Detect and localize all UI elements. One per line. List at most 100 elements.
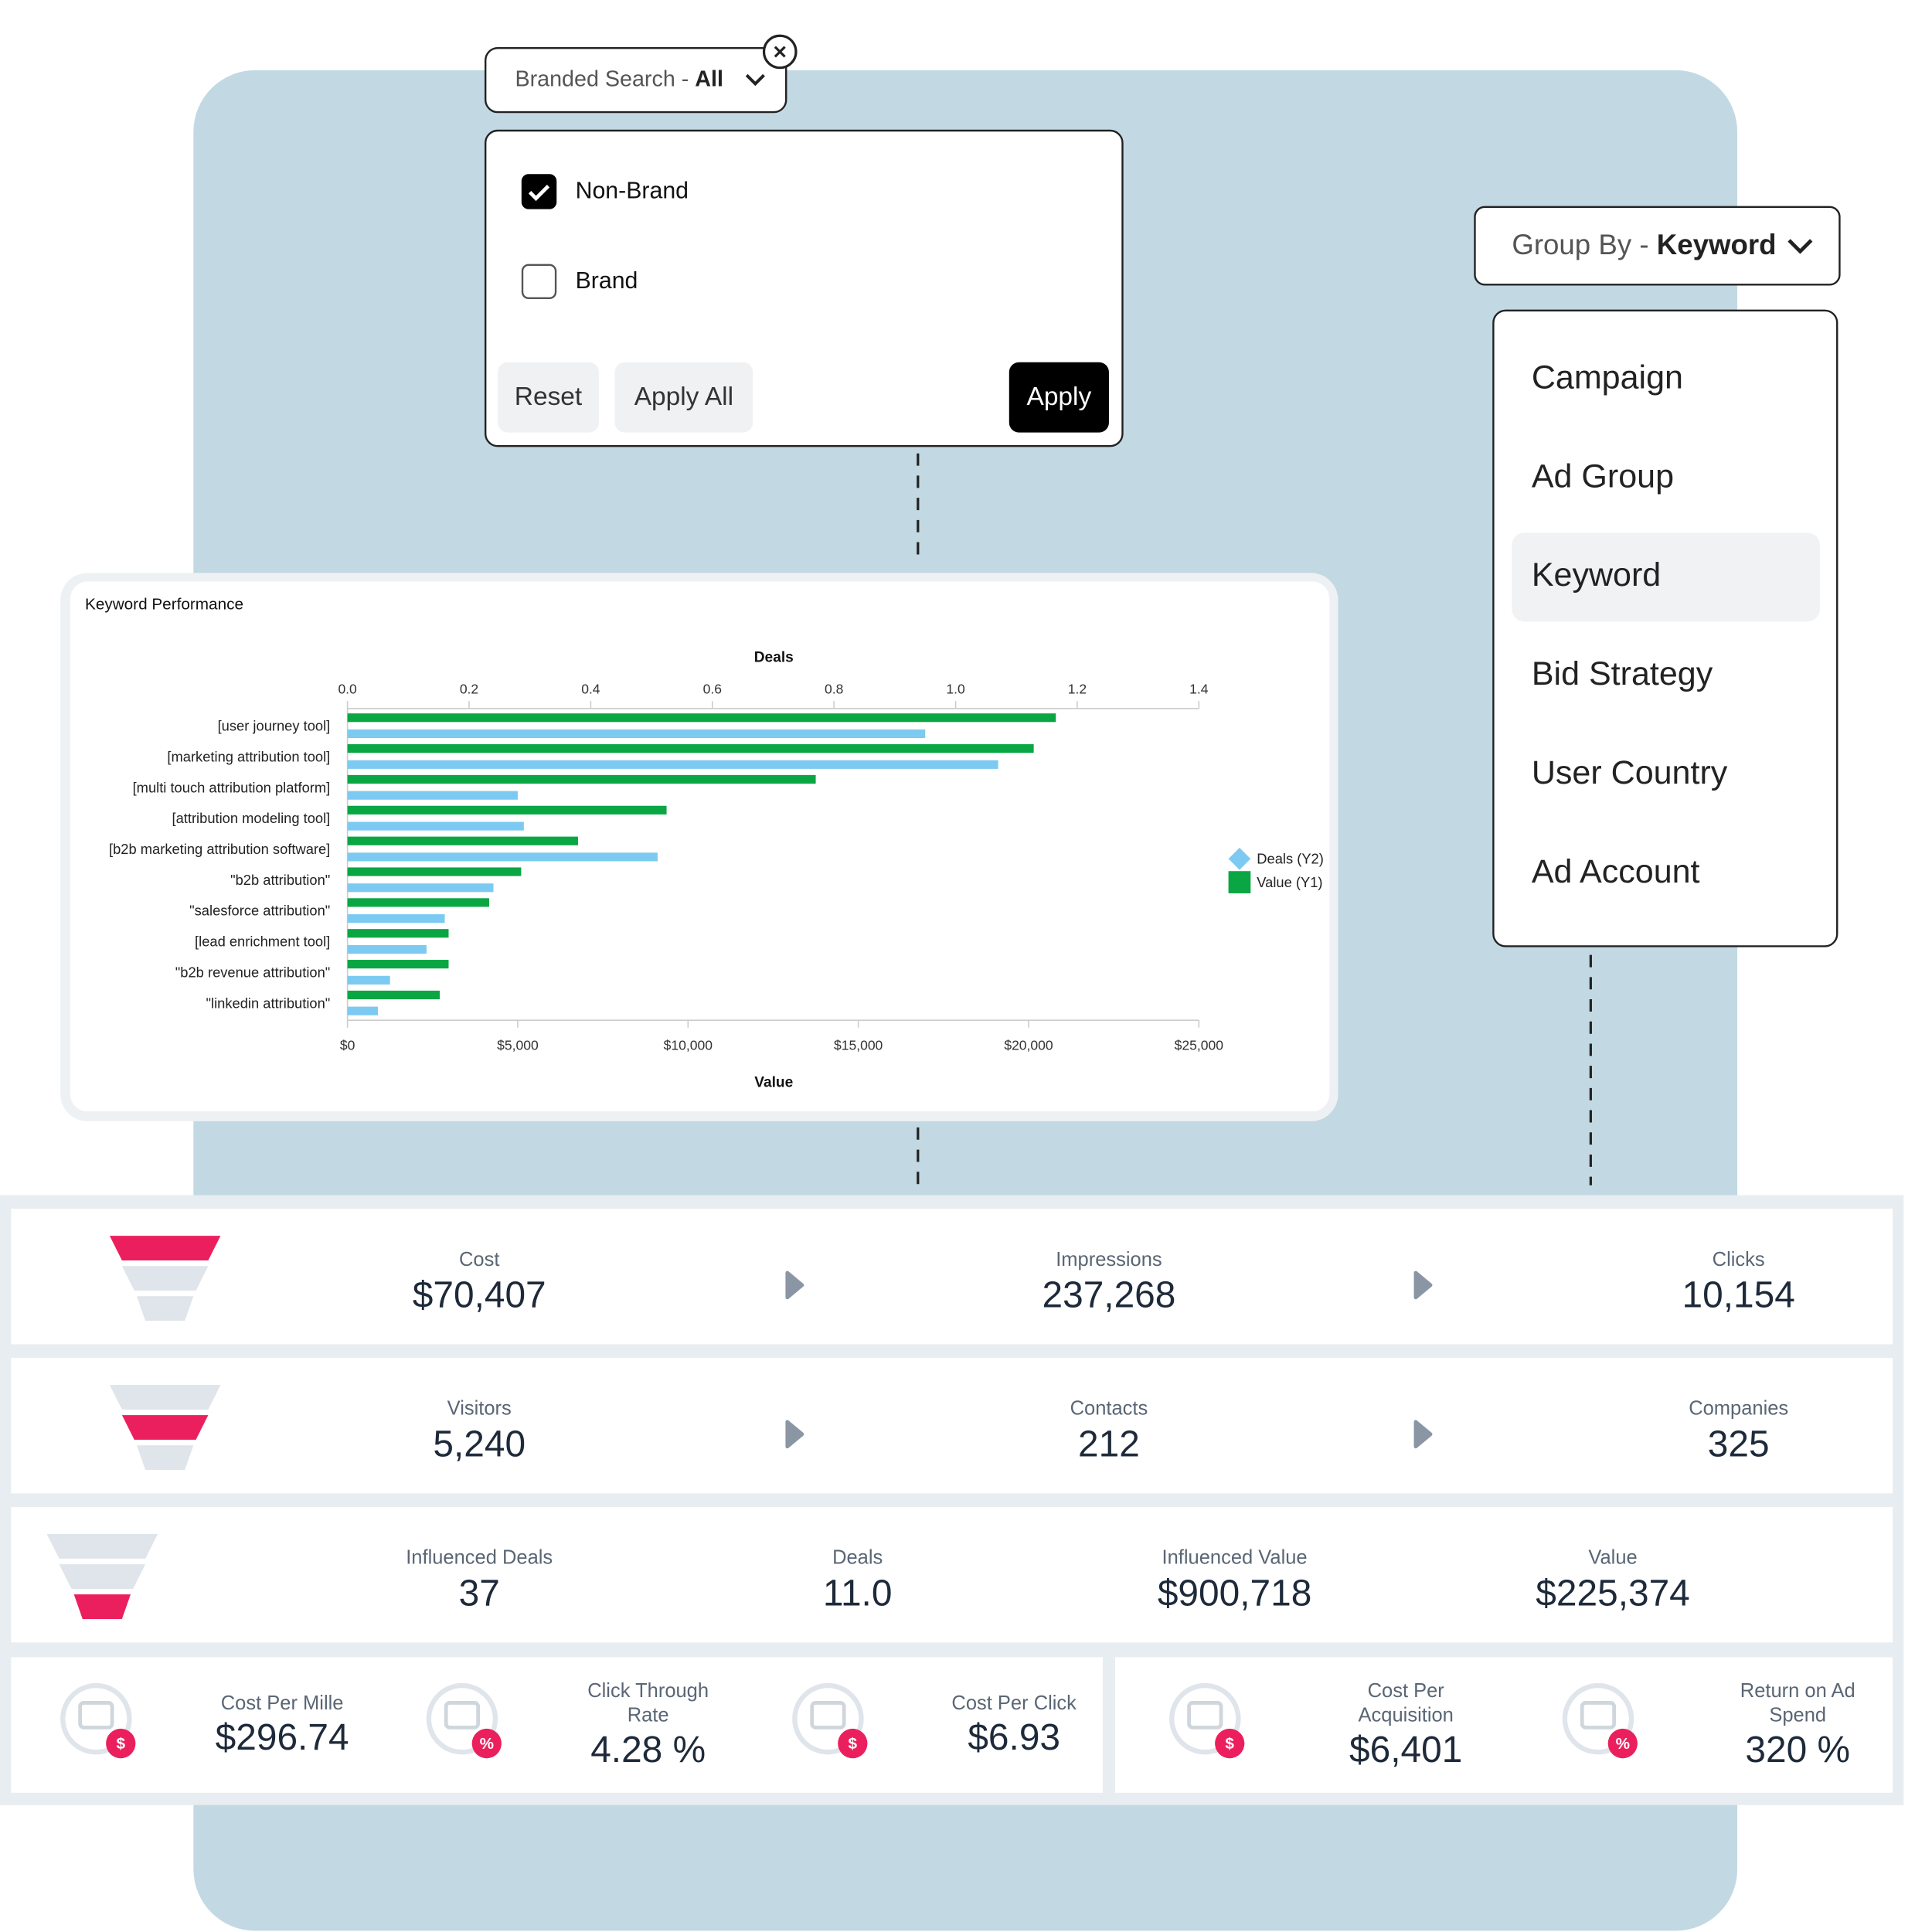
x-tick-label: $25,000 <box>1175 1037 1224 1053</box>
bar <box>347 1006 378 1015</box>
y-tick-label: "salesforce attribution" <box>189 903 330 919</box>
y-tick-label: [multi touch attribution platform] <box>133 779 331 795</box>
dropdown-value: Keyword <box>1657 229 1777 260</box>
menu-item[interactable]: Ad Account <box>1532 853 1700 890</box>
group-by-dropdown[interactable]: Group By - Keyword <box>1474 206 1841 286</box>
bar <box>347 713 1056 723</box>
bar <box>347 774 816 784</box>
button-label: Apply All <box>634 383 733 411</box>
ratio-box <box>1114 1657 1893 1793</box>
dropdown-value: All <box>695 66 723 91</box>
metric-value: 237,268 <box>1043 1275 1176 1316</box>
metric-value: 10,154 <box>1682 1275 1795 1316</box>
svg-text:Group By - Keyword: Group By - Keyword <box>1512 229 1776 260</box>
ratio-box <box>11 1657 1103 1793</box>
menu-item-label: Ad Group <box>1532 457 1674 495</box>
metric-value: 37 <box>459 1573 500 1614</box>
ratio-label: Click Through <box>587 1680 709 1702</box>
ratio-badge-text: $ <box>849 1735 858 1753</box>
button[interactable]: Apply <box>1009 362 1109 433</box>
metric-label: Impressions <box>1056 1249 1162 1270</box>
button[interactable]: Apply All <box>614 362 753 433</box>
arrow-icon <box>1413 1420 1433 1449</box>
y-tick-label: [lead enrichment tool] <box>195 934 330 950</box>
ratio-label: Acquisition <box>1359 1705 1454 1726</box>
ratio-value: 4.28 % <box>590 1730 706 1770</box>
bar <box>347 883 494 893</box>
close-button[interactable] <box>762 34 798 70</box>
menu-item-highlight <box>1512 532 1820 622</box>
metric-value: 5,240 <box>433 1423 526 1464</box>
checkbox-option[interactable]: Non-Brand <box>521 174 689 209</box>
menu-item-label: Campaign <box>1532 359 1683 396</box>
menu-item-label: User Country <box>1532 754 1728 791</box>
x2-tick-label: 1.2 <box>1068 681 1087 696</box>
button-bg <box>1009 362 1109 433</box>
x2-tick-label: 0.6 <box>703 681 722 696</box>
ratio-icon-glyph <box>810 1701 846 1730</box>
menu-item[interactable]: Bid Strategy <box>1532 655 1713 692</box>
menu-item[interactable]: Campaign <box>1532 359 1683 396</box>
ratio-label: Rate <box>628 1705 669 1726</box>
menu-item-label: Bid Strategy <box>1532 655 1713 692</box>
ratio-label: Return on Ad <box>1740 1680 1855 1702</box>
y-tick-label: [attribution modeling tool] <box>172 810 330 826</box>
chart: Keyword Performance Deals Value $0 $5,000… <box>85 595 1324 1090</box>
ratio-badge-text: $ <box>116 1735 125 1753</box>
menu-item[interactable]: Keyword <box>1512 532 1820 622</box>
funnel-icon-segment <box>121 1266 209 1291</box>
funnel-icon-segment <box>46 1534 158 1559</box>
button-label: Reset <box>515 383 583 411</box>
metric-label: Deals <box>832 1547 883 1569</box>
ratio-value: $6.93 <box>968 1717 1060 1758</box>
ratio-badge <box>471 1728 502 1759</box>
metric-label: Visitors <box>447 1398 512 1420</box>
ratio-badge <box>1607 1728 1638 1759</box>
x-tick-label: $5,000 <box>497 1037 539 1053</box>
legend-label: Deals (Y2) <box>1257 851 1324 867</box>
bar <box>347 805 667 815</box>
menu-item[interactable]: User Country <box>1532 754 1728 791</box>
checkbox-option[interactable]: Brand <box>521 264 638 300</box>
option-label: Non-Brand <box>576 179 689 204</box>
metric-value: $900,718 <box>1158 1573 1312 1614</box>
filter-panel: Non-Brand Brand Reset Apply All Apply <box>484 129 1124 447</box>
bar <box>347 791 518 800</box>
x2-tick-label: 0.4 <box>581 681 600 696</box>
legend-item[interactable]: Value (Y1) <box>1228 871 1323 893</box>
ratio-badge-text: % <box>480 1735 494 1753</box>
funnel-icon-segment <box>136 1445 194 1471</box>
ratio-badge <box>106 1728 136 1759</box>
menu-item[interactable]: Ad Group <box>1532 457 1674 495</box>
bar <box>347 898 489 907</box>
y-tick-label: "b2b attribution" <box>230 872 330 888</box>
bar <box>347 929 449 938</box>
metric-label: Companies <box>1689 1398 1788 1420</box>
y-tick-label: "linkedin attribution" <box>206 995 331 1011</box>
metric-value: 11.0 <box>823 1573 893 1614</box>
x2-tick-label: 1.4 <box>1189 681 1209 696</box>
ratio-badge <box>838 1728 868 1759</box>
ratio-icon-glyph <box>1187 1701 1223 1730</box>
funnel-icon-segment <box>121 1415 209 1440</box>
svg-text:Branded Search - All: Branded Search - All <box>515 66 723 91</box>
funnel-icon-segment <box>59 1564 146 1589</box>
bar <box>347 944 427 954</box>
legend-item[interactable]: Deals (Y2) <box>1228 847 1324 870</box>
connectors <box>917 453 1592 1189</box>
x-tick-label: $20,000 <box>1004 1037 1053 1053</box>
metric-value: 325 <box>1708 1423 1770 1464</box>
branded-search-dropdown[interactable]: Branded Search - All <box>484 46 787 114</box>
menu-item-label: Keyword <box>1532 556 1661 594</box>
x2-tick-label: 0.0 <box>338 681 357 696</box>
metric-label: Clicks <box>1713 1249 1765 1270</box>
legend-marker <box>1228 847 1251 870</box>
bar <box>347 960 449 969</box>
metric-value: 212 <box>1078 1423 1140 1464</box>
ratio-icon-glyph <box>444 1701 481 1730</box>
button[interactable]: Reset <box>498 362 599 433</box>
ratio-value: $296.74 <box>216 1717 349 1758</box>
y-tick-label: "b2b revenue attribution" <box>175 964 331 980</box>
bar <box>347 990 440 1000</box>
ratio-icon-glyph <box>1580 1701 1617 1730</box>
